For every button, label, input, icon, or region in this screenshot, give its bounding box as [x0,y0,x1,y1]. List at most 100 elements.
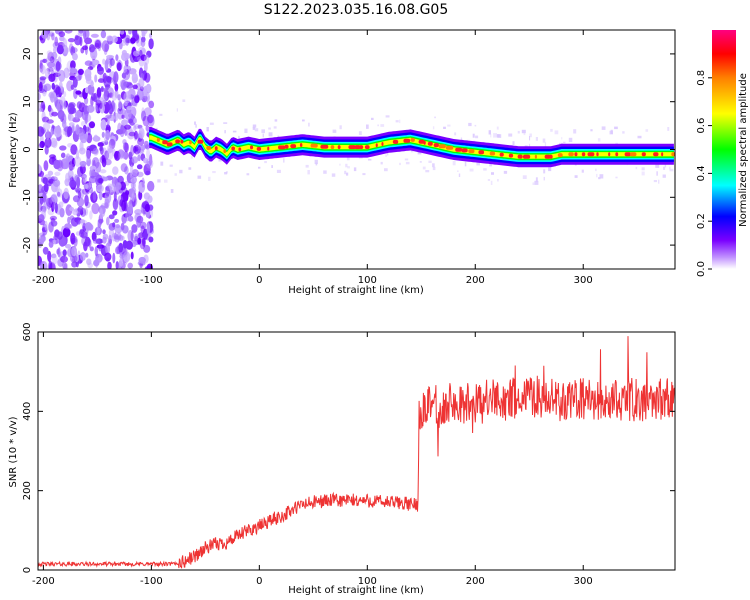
heatmap-noise-cell [67,103,75,115]
x-tick-label: 300 [574,576,593,587]
heatmap-noise-cell [85,87,89,94]
heatmap-noise-cell [42,116,50,123]
heatmap-noise-cell [139,221,147,229]
heatmap-noise-cell [131,191,135,202]
heatmap-faint-cell [596,173,598,178]
heatmap-noise-cell [114,112,119,122]
heatmap-faint-cell [460,137,463,141]
heatmap-noise-cell [53,125,62,138]
heatmap-noise-cell [53,84,60,96]
heatmap-faint-cell [271,165,273,168]
ridge-peak [278,145,286,150]
heatmap-faint-cell [669,166,671,170]
heatmap-noise-cell [96,184,104,193]
colorbar-tick-label: 0.8 [696,70,707,86]
heatmap-noise-cell [111,91,118,101]
ridge-peak [445,145,454,150]
heatmap-noise-cell [144,72,151,83]
heatmap-faint-cell [195,124,197,128]
heatmap-noise-cell [146,148,151,160]
heatmap-faint-cell [223,122,228,124]
heatmap-noise-cell [138,127,145,139]
heatmap-noise-cell [114,151,119,160]
heatmap-noise-cell [131,156,138,164]
heatmap-noise-cell [50,32,54,37]
heatmap-noise-cell [76,176,81,189]
colorbar-tick-label: 0.0 [696,261,707,277]
heatmap-faint-cell [432,126,435,130]
heatmap-noise-cell [69,179,77,189]
heatmap-noise-cell [93,134,99,142]
heatmap-noise-cell [60,255,68,263]
ridge-peak [267,146,270,151]
heatmap-faint-cell [548,167,552,172]
heatmap-faint-cell [224,172,228,175]
heatmap-noise-cell [38,214,45,222]
y-tick-label: 600 [22,322,33,341]
heatmap-noise-cell [96,87,102,99]
heatmap-faint-cell [417,151,422,155]
heatmap-noise-cell [47,104,52,113]
heatmap-noise-cell [51,253,57,259]
heatmap-noise-cell [64,30,73,34]
heatmap-noise-cell [143,192,151,200]
heatmap-noise-cell [128,30,132,35]
heatmap-faint-cell [206,127,209,132]
heatmap-noise-cell [109,58,115,67]
heatmap-faint-cell [522,175,527,179]
heatmap-faint-cell [244,128,248,133]
heatmap-noise-cell [69,163,75,171]
heatmap-noise-cell [114,218,120,223]
heatmap-noise-cell [104,150,110,160]
heatmap-noise-cell [98,191,103,201]
heatmap-noise-cell [76,197,85,207]
heatmap-faint-cell [529,133,532,138]
heatmap-faint-cell [238,135,240,139]
heatmap-noise-cell [92,147,99,156]
heatmap-noise-cell [67,216,71,224]
heatmap-noise-cell [136,164,143,170]
heatmap-noise-cell [112,252,116,264]
ridge-peak [461,148,468,153]
heatmap-faint-cell [534,180,539,185]
heatmap-noise-cell [127,262,133,269]
y-tick-label: 10 [22,95,33,108]
ridge-peak [468,149,475,154]
heatmap-noise-cell [77,128,86,140]
ridge-peak [549,154,553,159]
heatmap-noise-cell [67,126,73,137]
heatmap-noise-cell [147,115,155,127]
y-tick-label: 0 [22,567,33,573]
heatmap-noise-cell [86,258,92,266]
heatmap-noise-cell [111,35,118,43]
heatmap-noise-cell [52,179,61,187]
heatmap-faint-cell [179,169,183,174]
colorbar: 0.0 0.2 0.4 0.6 0.8 Normalized spectral ampl… [696,30,749,277]
heatmap-noise-cell [79,160,87,167]
heatmap-noise-cell [45,56,53,66]
ridge-peak [290,144,297,149]
heatmap-faint-cell [544,142,547,147]
heatmap-noise-cell [100,86,104,92]
heatmap-faint-cell [489,164,493,167]
ridge-peak [214,146,218,151]
heatmap-noise-cell [122,251,131,263]
heatmap-faint-cell [212,171,216,174]
heatmap-noise-cell [146,160,151,169]
heatmap-noise-cell [72,209,78,216]
spectrogram-y-label: Frequency (Hz) [8,112,19,188]
heatmap-noise-cell [42,203,47,213]
ridge-peak [615,152,619,157]
ridge-peak [330,145,335,150]
heatmap-faint-cell [487,179,491,181]
heatmap-faint-cell [194,121,196,125]
spectrogram-x-ticks: -200 -100 0 100 200 300 [32,30,593,286]
ridge-peak [166,142,173,147]
y-tick-label: 0 [22,146,33,152]
heatmap-noise-cell [38,143,43,149]
heatmap-faint-cell [512,141,515,145]
heatmap-noise-cell [85,74,92,82]
heatmap-noise-cell [112,222,116,228]
heatmap-noise-cell [90,33,99,38]
